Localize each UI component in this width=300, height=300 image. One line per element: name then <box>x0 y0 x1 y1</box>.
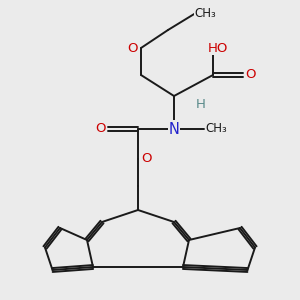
Text: HO: HO <box>207 41 228 55</box>
Text: O: O <box>127 41 138 55</box>
Text: CH₃: CH₃ <box>206 122 227 136</box>
Text: CH₃: CH₃ <box>195 7 216 20</box>
Text: O: O <box>95 122 106 136</box>
Text: H: H <box>196 98 206 112</box>
Text: N: N <box>169 122 179 136</box>
Text: O: O <box>245 68 256 82</box>
Text: O: O <box>141 152 152 166</box>
